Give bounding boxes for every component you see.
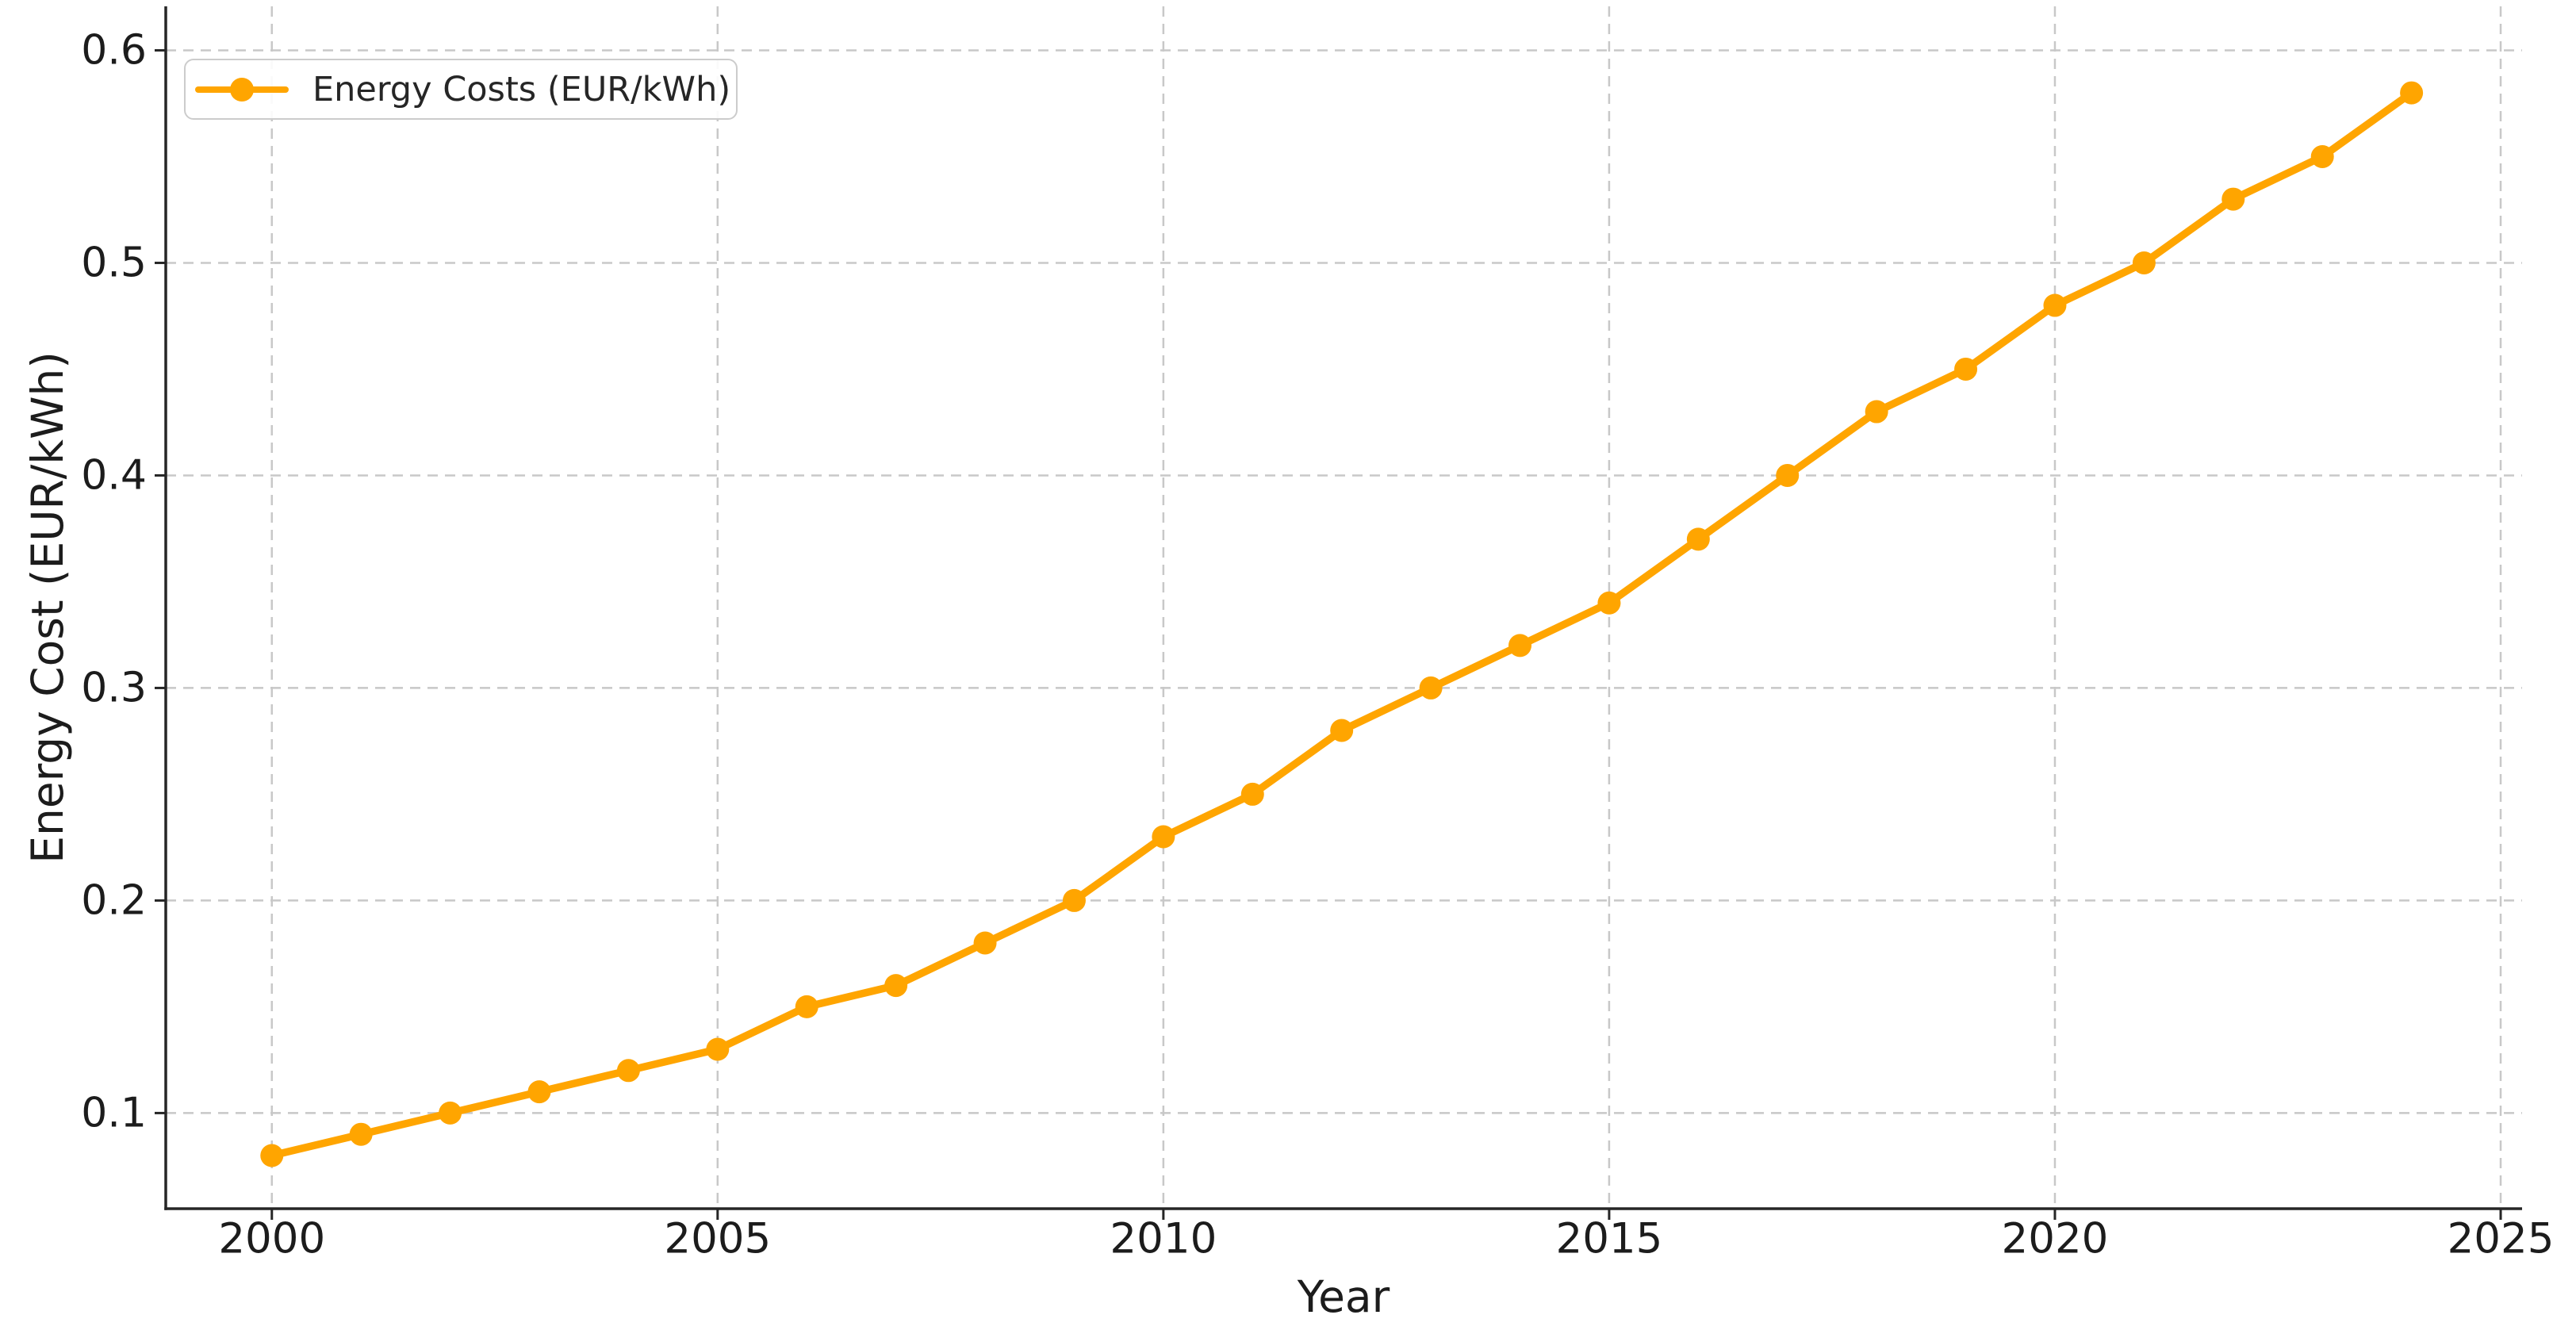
- data-point-marker: [349, 1122, 373, 1146]
- data-point-marker: [1954, 357, 1978, 381]
- y-tick-labels: 0.1 0.2 0.3 0.4 0.5 0.6: [81, 26, 147, 1137]
- x-tick-labels: 2000 2005 2010 2015 2020 2025: [218, 1214, 2554, 1263]
- axis-ticks: [155, 48, 2502, 1220]
- data-point-marker: [1330, 719, 1354, 742]
- data-point-marker: [2043, 293, 2067, 317]
- x-tick-label: 2020: [2002, 1214, 2109, 1263]
- x-tick-label: 2015: [1555, 1214, 1662, 1263]
- x-tick-label: 2005: [664, 1214, 771, 1263]
- data-point-marker: [884, 974, 908, 998]
- data-point-marker: [973, 931, 997, 955]
- data-point-marker: [527, 1080, 551, 1104]
- data-point-marker: [1597, 591, 1621, 615]
- series-markers: [260, 81, 2424, 1167]
- x-tick-label: 2000: [218, 1214, 325, 1263]
- data-point-marker: [1508, 634, 1532, 657]
- data-point-marker: [2132, 251, 2156, 274]
- data-point-marker: [1062, 888, 1086, 912]
- y-tick-label: 0.5: [81, 239, 147, 286]
- y-tick-label: 0.1: [81, 1089, 147, 1137]
- grid-lines: [166, 6, 2522, 1209]
- legend: Energy Costs (EUR/kWh): [184, 59, 738, 120]
- axis-spines: [164, 6, 2522, 1210]
- data-point-marker: [2400, 81, 2424, 105]
- y-tick-label: 0.4: [81, 451, 147, 499]
- y-tick-label: 0.3: [81, 664, 147, 711]
- data-point-marker: [1240, 782, 1264, 806]
- x-axis-title: Year: [1297, 1271, 1390, 1322]
- data-point-marker: [1865, 400, 1888, 424]
- data-point-marker: [2221, 187, 2245, 211]
- data-point-marker: [260, 1144, 284, 1167]
- series-line: [268, 89, 2416, 1160]
- data-point-marker: [439, 1101, 462, 1125]
- data-point-marker: [1152, 825, 1175, 849]
- legend-sample-marker: [230, 77, 254, 102]
- x-tick-label: 2025: [2448, 1214, 2555, 1263]
- data-point-marker: [616, 1059, 640, 1083]
- y-axis-title: Energy Cost (EUR/kWh): [22, 351, 73, 864]
- data-point-marker: [2310, 144, 2334, 168]
- legend-line-marker-icon: [195, 77, 289, 102]
- data-point-marker: [1686, 527, 1710, 551]
- data-point-marker: [795, 995, 818, 1018]
- y-tick-label: 0.2: [81, 876, 147, 924]
- y-tick-label: 0.6: [81, 26, 147, 74]
- data-point-marker: [1419, 676, 1443, 700]
- data-point-marker: [1776, 463, 1800, 487]
- data-point-marker: [706, 1037, 730, 1061]
- legend-label: Energy Costs (EUR/kWh): [312, 69, 731, 109]
- x-tick-label: 2010: [1110, 1214, 1217, 1263]
